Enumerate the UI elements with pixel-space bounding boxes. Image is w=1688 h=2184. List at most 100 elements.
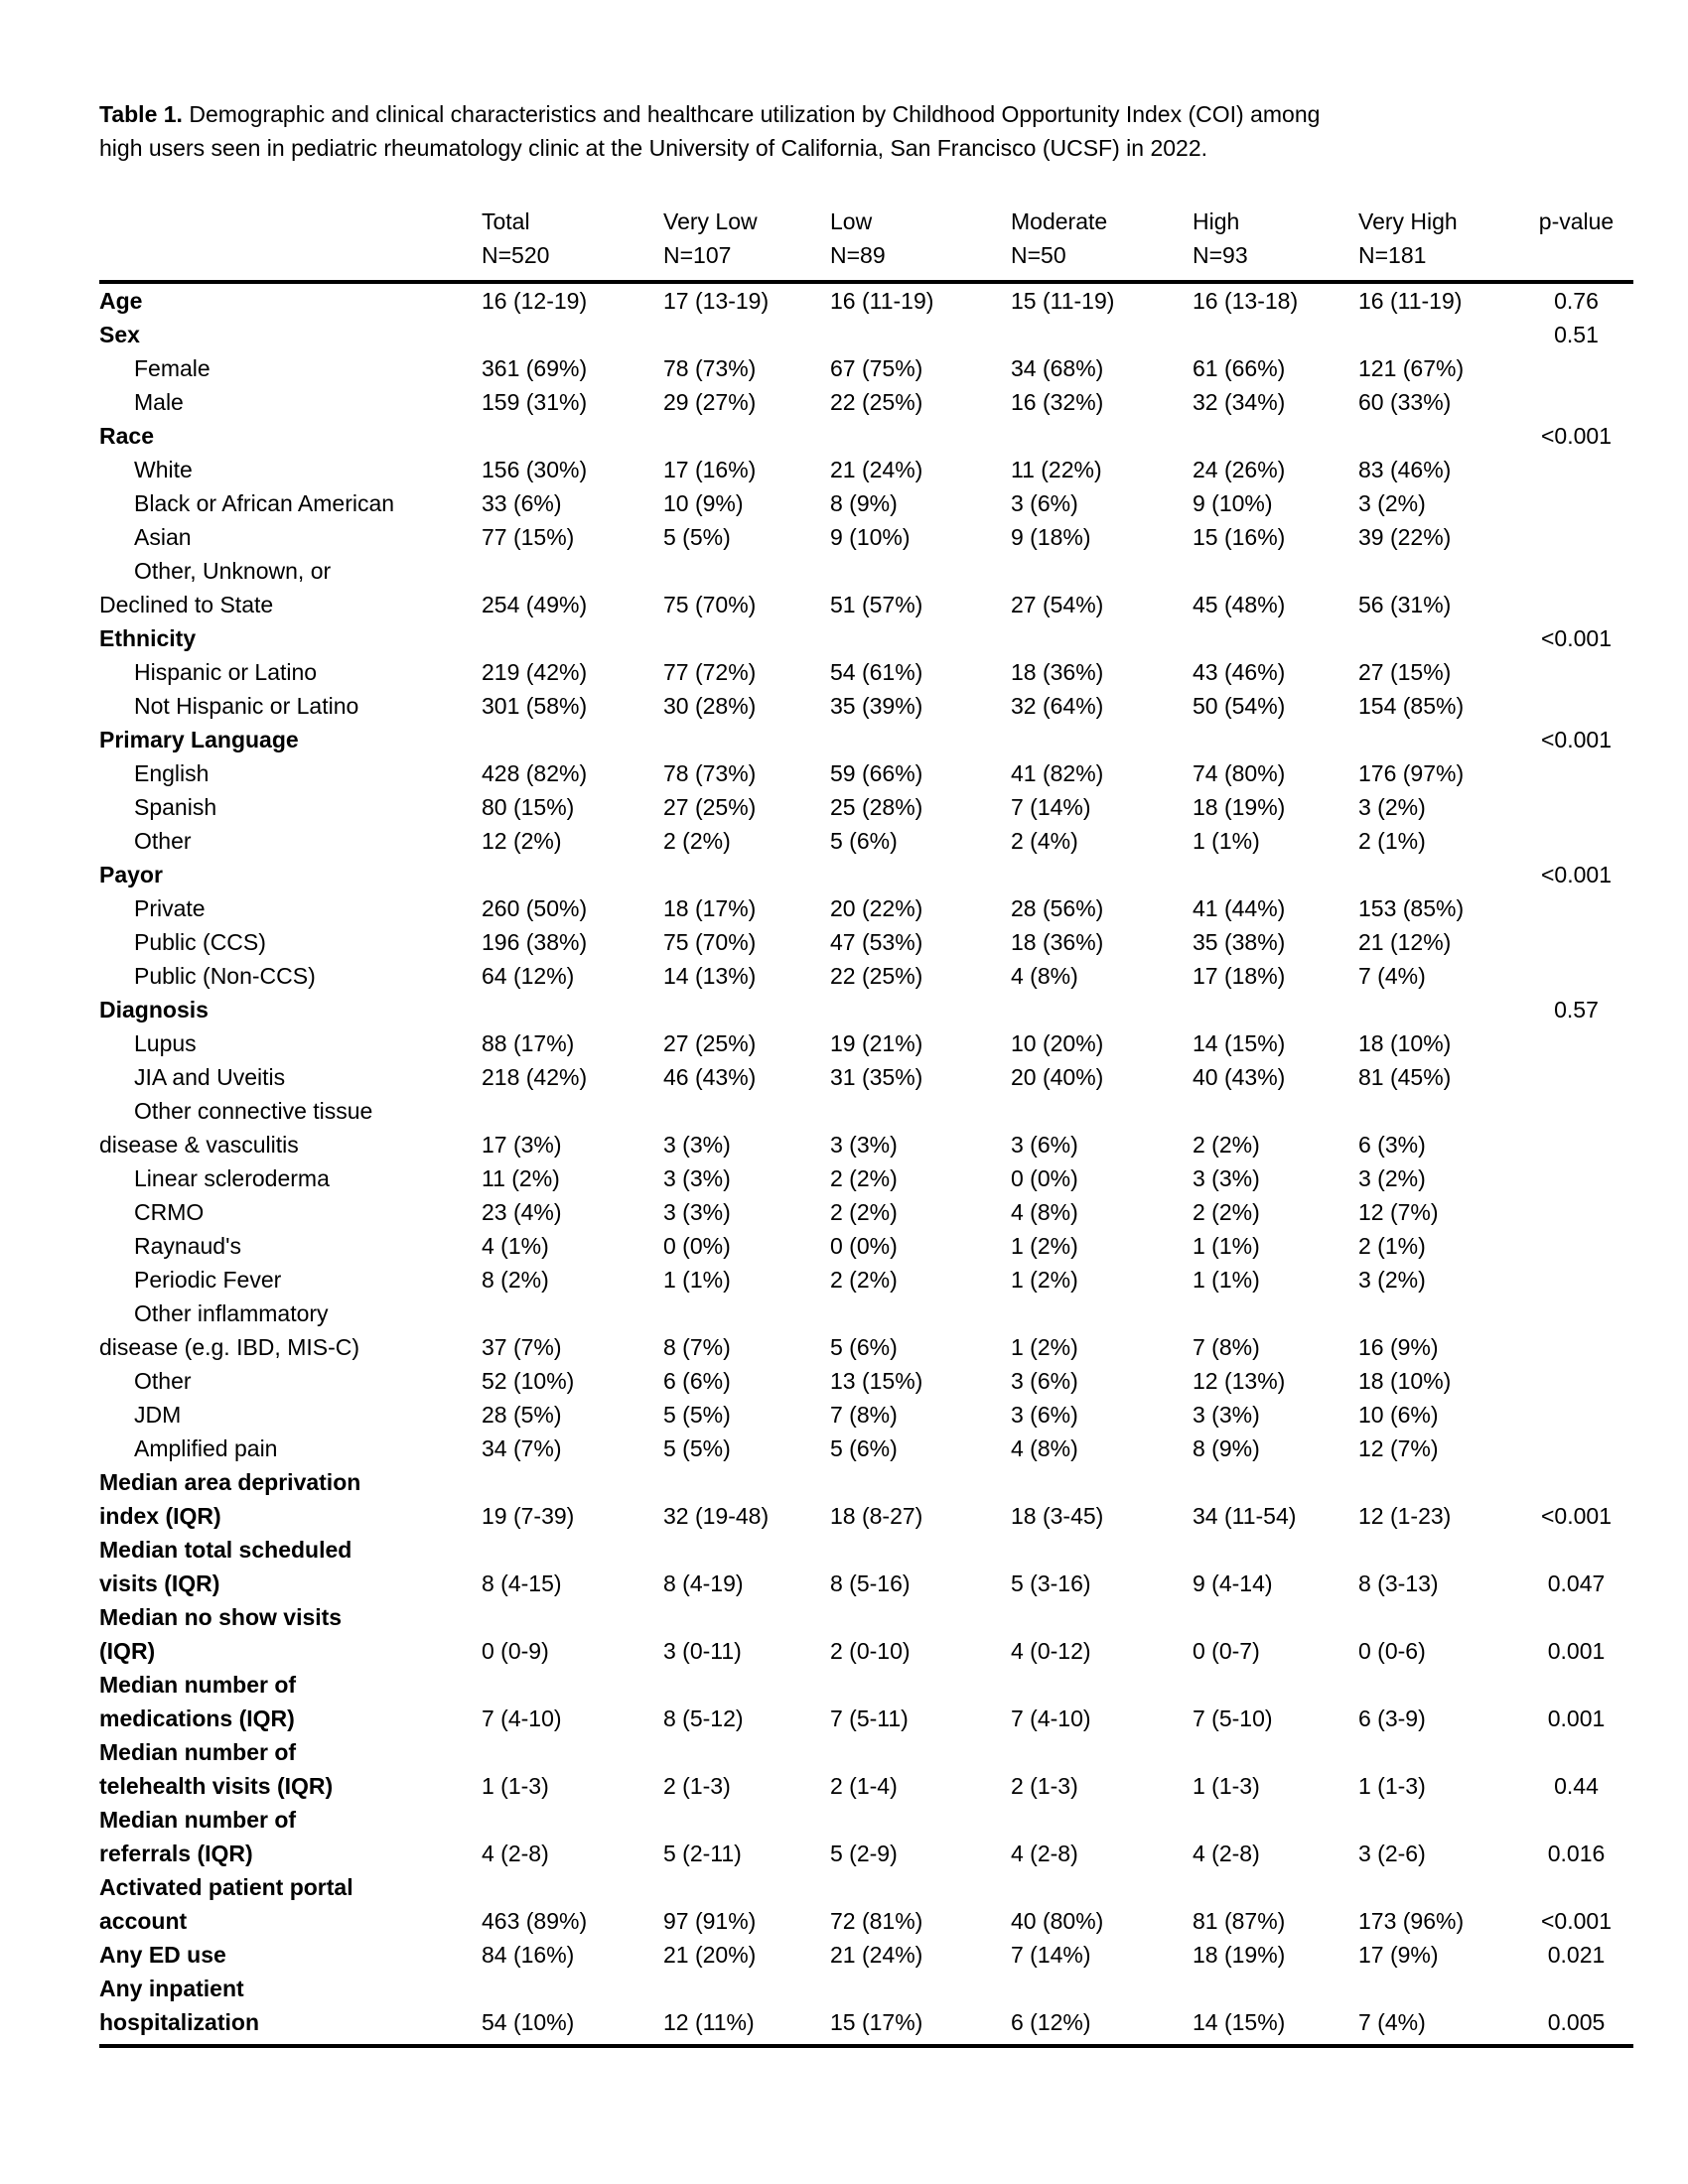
cell-value bbox=[482, 419, 663, 453]
row-label: Median number of referrals (IQR) bbox=[99, 1807, 297, 1866]
cell-value: 43 (46%) bbox=[1193, 659, 1286, 685]
cell-value: 8 (7%) bbox=[663, 1334, 731, 1360]
cell-value: 3 (6%) bbox=[1011, 1368, 1078, 1394]
table-row: Black or African American 33 (6%) 10 (9%) 8… bbox=[99, 486, 1633, 520]
col-n-moderate: N=50 bbox=[1011, 238, 1193, 284]
cell-pvalue bbox=[1519, 1026, 1633, 1060]
cell-value: 3 (0-11) bbox=[663, 1638, 742, 1664]
cell-value bbox=[1193, 318, 1358, 351]
header-row-n: N=520 N=107 N=89 N=50 N=93 N=181 bbox=[99, 238, 1633, 284]
cell-value: 21 (20%) bbox=[663, 1942, 757, 1968]
cell-value: 47 (53%) bbox=[830, 929, 923, 955]
cell-pvalue: 0.021 bbox=[1547, 1942, 1606, 1968]
cell-value: 3 (3%) bbox=[663, 1199, 731, 1225]
row-label: Race bbox=[99, 423, 154, 449]
cell-value: 1 (2%) bbox=[1011, 1267, 1078, 1293]
cell-value: 260 (50%) bbox=[482, 895, 588, 921]
cell-value: 254 (49%) bbox=[482, 592, 588, 617]
table-row: Median total scheduled visits (IQR) 8 (4-1… bbox=[99, 1533, 1633, 1600]
cell-value: 80 (15%) bbox=[482, 794, 575, 820]
cell-value: 32 (64%) bbox=[1011, 693, 1104, 719]
cell-value bbox=[1193, 419, 1358, 453]
table-row: Payor <0.001 bbox=[99, 858, 1633, 891]
cell-value bbox=[663, 723, 830, 756]
cell-value bbox=[1011, 723, 1193, 756]
cell-pvalue: 0.51 bbox=[1554, 322, 1599, 347]
cell-pvalue bbox=[1519, 1297, 1633, 1364]
cell-value bbox=[1358, 621, 1519, 655]
cell-value: 81 (87%) bbox=[1193, 1908, 1286, 1934]
cell-value: 16 (12-19) bbox=[482, 288, 588, 314]
cell-value: 154 (85%) bbox=[1358, 693, 1465, 719]
table-row: Other inflammatory disease (e.g. IBD, MIS… bbox=[99, 1297, 1633, 1364]
cell-value bbox=[830, 621, 1011, 655]
cell-pvalue: 0.57 bbox=[1554, 997, 1599, 1023]
cell-value: 35 (38%) bbox=[1193, 929, 1286, 955]
cell-value: 22 (25%) bbox=[830, 389, 923, 415]
cell-value: 21 (12%) bbox=[1358, 929, 1452, 955]
cell-pvalue bbox=[1519, 453, 1633, 486]
row-label: Other inflammatory disease (e.g. IBD, MIS… bbox=[99, 1300, 360, 1360]
row-label: Male bbox=[134, 389, 184, 415]
cell-value: 4 (2-8) bbox=[1193, 1841, 1260, 1866]
cell-value: 5 (5%) bbox=[663, 1402, 731, 1428]
cell-pvalue bbox=[1519, 1094, 1633, 1161]
row-label: Other, Unknown, or Declined to State bbox=[99, 558, 332, 617]
cell-value: 12 (11%) bbox=[663, 1972, 830, 2048]
cell-value: 88 (17%) bbox=[482, 1030, 575, 1056]
table-row: Any inpatient hospitalization 54 (10%) 12 (… bbox=[99, 1972, 1633, 2048]
cell-value: 463 (89%) bbox=[482, 1908, 588, 1934]
table-row: JIA and Uveitis 218 (42%) 46 (43%) 31 (35%)… bbox=[99, 1060, 1633, 1094]
cell-value: 22 (25%) bbox=[830, 963, 923, 989]
table-row: Amplified pain 34 (7%) 5 (5%) 5 (6%) 4 (8%) 8… bbox=[99, 1432, 1633, 1465]
cell-value: 1 (1-3) bbox=[1358, 1773, 1426, 1799]
cell-value: 9 (18%) bbox=[1011, 524, 1091, 550]
cell-value: 4 (1%) bbox=[482, 1233, 549, 1259]
cell-pvalue: <0.001 bbox=[1541, 727, 1612, 752]
table-row: Public (Non-CCS) 64 (12%) 14 (13%) 22 (25%)… bbox=[99, 959, 1633, 993]
table-row: Sex 0.51 bbox=[99, 318, 1633, 351]
cell-value: 18 (36%) bbox=[1011, 659, 1104, 685]
cell-value: 83 (46%) bbox=[1358, 457, 1452, 482]
cell-value: 7 (4%) bbox=[1358, 963, 1426, 989]
row-label: Activated patient portal account bbox=[99, 1874, 353, 1934]
cell-value: 2 (1-3) bbox=[663, 1773, 731, 1799]
cell-value: 5 (3-16) bbox=[1011, 1570, 1091, 1596]
cell-pvalue: <0.001 bbox=[1541, 625, 1612, 651]
row-label: Diagnosis bbox=[99, 997, 209, 1023]
cell-value: 27 (15%) bbox=[1358, 659, 1452, 685]
cell-value: 41 (44%) bbox=[1193, 895, 1286, 921]
cell-value: 46 (43%) bbox=[663, 1064, 757, 1090]
cell-value bbox=[1193, 621, 1358, 655]
cell-value bbox=[663, 993, 830, 1026]
cell-value bbox=[830, 318, 1011, 351]
cell-value bbox=[482, 993, 663, 1026]
cell-pvalue bbox=[1519, 824, 1633, 858]
cell-value: 7 (8%) bbox=[1193, 1334, 1260, 1360]
table-body: Age 16 (12-19) 17 (13-19) 16 (11-19) 15 (11-… bbox=[99, 282, 1633, 2048]
row-label: Black or African American bbox=[134, 490, 395, 516]
document-page: Table 1. Demographic and clinical charac… bbox=[99, 101, 1633, 2048]
row-label: Any inpatient hospitalization bbox=[99, 1972, 482, 2048]
cell-value: 77 (15%) bbox=[482, 524, 575, 550]
cell-value: 10 (20%) bbox=[1011, 1030, 1104, 1056]
cell-pvalue bbox=[1519, 1195, 1633, 1229]
cell-value: 6 (3-9) bbox=[1358, 1706, 1426, 1731]
cell-value: 27 (54%) bbox=[1011, 592, 1104, 617]
cell-pvalue bbox=[1519, 756, 1633, 790]
cell-value: 5 (2-9) bbox=[830, 1841, 898, 1866]
row-label: CRMO bbox=[134, 1199, 205, 1225]
table-row: Spanish 80 (15%) 27 (25%) 25 (28%) 7 (14%) 18… bbox=[99, 790, 1633, 824]
cell-pvalue: 0.001 bbox=[1547, 1706, 1606, 1731]
cell-value: 4 (0-12) bbox=[1011, 1638, 1091, 1664]
cell-value: 50 (54%) bbox=[1193, 693, 1286, 719]
col-header-very-high: Very High bbox=[1358, 208, 1458, 234]
row-label: English bbox=[134, 760, 210, 786]
row-label: Spanish bbox=[134, 794, 217, 820]
cell-pvalue bbox=[1519, 1229, 1633, 1263]
col-n-high: N=93 bbox=[1193, 238, 1358, 284]
col-header-low: Low bbox=[830, 208, 873, 234]
cell-value: 5 (5%) bbox=[663, 1435, 731, 1461]
table-row: Lupus 88 (17%) 27 (25%) 19 (21%) 10 (20%) 14 … bbox=[99, 1026, 1633, 1060]
cell-pvalue bbox=[1519, 520, 1633, 554]
